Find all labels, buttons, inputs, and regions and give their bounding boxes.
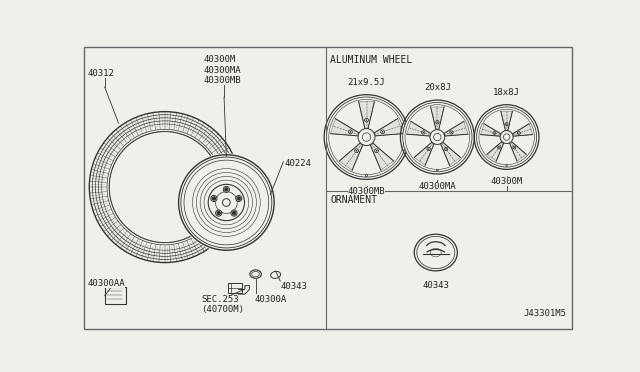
Circle shape — [444, 147, 448, 151]
Circle shape — [365, 118, 369, 122]
Text: 18x8J: 18x8J — [493, 88, 520, 97]
Circle shape — [499, 147, 500, 148]
Polygon shape — [358, 102, 374, 129]
Circle shape — [430, 130, 445, 144]
Circle shape — [450, 131, 453, 134]
Circle shape — [403, 102, 472, 172]
Circle shape — [326, 97, 406, 177]
Polygon shape — [509, 141, 526, 161]
Circle shape — [211, 195, 217, 202]
Circle shape — [477, 107, 537, 167]
Circle shape — [109, 132, 220, 243]
Circle shape — [237, 197, 241, 200]
Circle shape — [428, 148, 429, 150]
Polygon shape — [440, 142, 460, 165]
Text: ORNAMENT: ORNAMENT — [330, 195, 378, 205]
Circle shape — [232, 212, 236, 215]
Polygon shape — [374, 119, 403, 136]
Polygon shape — [431, 107, 444, 130]
Text: J43301M5: J43301M5 — [524, 309, 566, 318]
Text: 40343: 40343 — [422, 281, 449, 290]
Circle shape — [349, 130, 352, 134]
Polygon shape — [339, 143, 363, 170]
Circle shape — [451, 132, 452, 133]
Circle shape — [225, 188, 228, 191]
Ellipse shape — [414, 234, 458, 271]
Circle shape — [365, 119, 367, 121]
Bar — [105, 287, 126, 304]
Circle shape — [374, 149, 378, 153]
Circle shape — [505, 123, 508, 126]
Circle shape — [518, 132, 520, 135]
Circle shape — [349, 131, 351, 133]
Text: 20x8J: 20x8J — [424, 83, 451, 92]
Circle shape — [500, 131, 513, 144]
Circle shape — [493, 132, 495, 134]
Circle shape — [493, 132, 496, 135]
Text: ALUMINUM WHEEL: ALUMINUM WHEEL — [330, 55, 413, 65]
Circle shape — [427, 147, 430, 151]
Circle shape — [518, 132, 520, 134]
Circle shape — [445, 148, 447, 150]
Circle shape — [382, 131, 383, 133]
Circle shape — [223, 186, 230, 192]
Text: 40300MB: 40300MB — [348, 187, 385, 196]
Circle shape — [513, 146, 516, 149]
Circle shape — [236, 195, 242, 202]
Circle shape — [376, 150, 378, 152]
Circle shape — [208, 185, 244, 221]
Text: 40300AA: 40300AA — [88, 279, 125, 289]
Text: 40300M
40300MA
40300MB: 40300M 40300MA 40300MB — [204, 55, 241, 85]
Circle shape — [381, 130, 385, 134]
Polygon shape — [444, 121, 468, 136]
Text: 40300MA: 40300MA — [419, 182, 456, 191]
Text: 40300M: 40300M — [490, 177, 523, 186]
Polygon shape — [487, 141, 504, 161]
Polygon shape — [330, 119, 359, 136]
Circle shape — [223, 199, 230, 206]
Circle shape — [177, 153, 276, 252]
Text: 40300A: 40300A — [254, 295, 286, 304]
Text: 40312: 40312 — [88, 69, 115, 78]
Circle shape — [217, 212, 220, 215]
Circle shape — [355, 149, 358, 153]
Ellipse shape — [250, 270, 261, 278]
Polygon shape — [414, 142, 434, 165]
Circle shape — [506, 124, 508, 125]
Circle shape — [436, 121, 439, 124]
Circle shape — [422, 132, 424, 133]
Text: 40224: 40224 — [285, 158, 312, 168]
Circle shape — [436, 122, 438, 123]
Text: 40343: 40343 — [280, 282, 307, 291]
Circle shape — [513, 147, 515, 148]
Polygon shape — [501, 112, 513, 131]
Circle shape — [356, 150, 357, 152]
Circle shape — [231, 210, 237, 216]
Circle shape — [216, 210, 222, 216]
Ellipse shape — [271, 271, 280, 278]
Polygon shape — [481, 124, 501, 136]
Circle shape — [212, 197, 216, 200]
Bar — [228, 283, 242, 293]
Circle shape — [497, 146, 500, 149]
Text: SEC.253
(40700M): SEC.253 (40700M) — [201, 295, 244, 314]
Polygon shape — [406, 121, 431, 136]
Circle shape — [358, 129, 375, 145]
Polygon shape — [513, 124, 532, 136]
Circle shape — [422, 131, 425, 134]
Text: 21x9.5J: 21x9.5J — [348, 78, 385, 87]
Polygon shape — [370, 143, 394, 170]
